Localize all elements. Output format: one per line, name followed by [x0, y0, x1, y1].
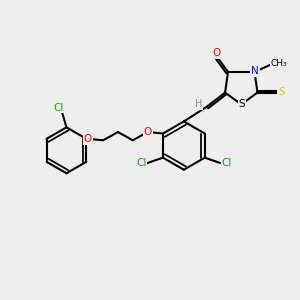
Text: Cl: Cl [53, 103, 64, 112]
Text: Cl: Cl [221, 158, 232, 168]
Text: O: O [84, 134, 92, 144]
Text: S: S [238, 99, 245, 110]
Text: H: H [195, 99, 202, 110]
Text: CH₃: CH₃ [271, 59, 287, 68]
Text: O: O [212, 48, 220, 59]
Text: N: N [251, 66, 259, 76]
Text: O: O [143, 127, 152, 137]
Text: Cl: Cl [136, 158, 146, 168]
Text: S: S [278, 87, 285, 97]
